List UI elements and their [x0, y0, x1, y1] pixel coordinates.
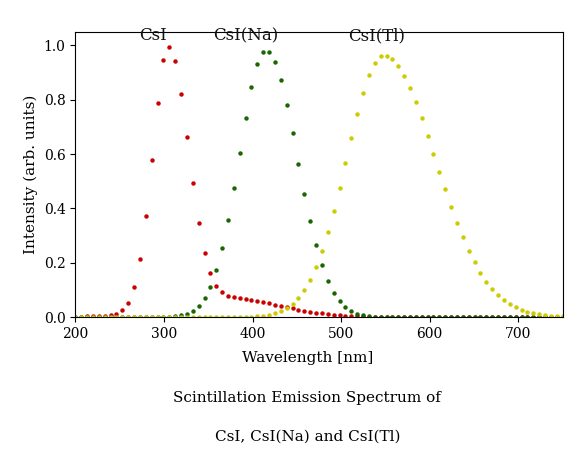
- Text: CsI(Tl): CsI(Tl): [348, 27, 405, 44]
- Text: CsI, CsI(Na) and CsI(Tl): CsI, CsI(Na) and CsI(Tl): [215, 430, 400, 444]
- Y-axis label: Intensity (arb. units): Intensity (arb. units): [24, 95, 38, 254]
- Text: CsI(Na): CsI(Na): [213, 27, 278, 44]
- Text: Wavelength [nm]: Wavelength [nm]: [242, 351, 373, 365]
- Text: Scintillation Emission Spectrum of: Scintillation Emission Spectrum of: [173, 391, 441, 405]
- Text: CsI: CsI: [139, 27, 167, 44]
